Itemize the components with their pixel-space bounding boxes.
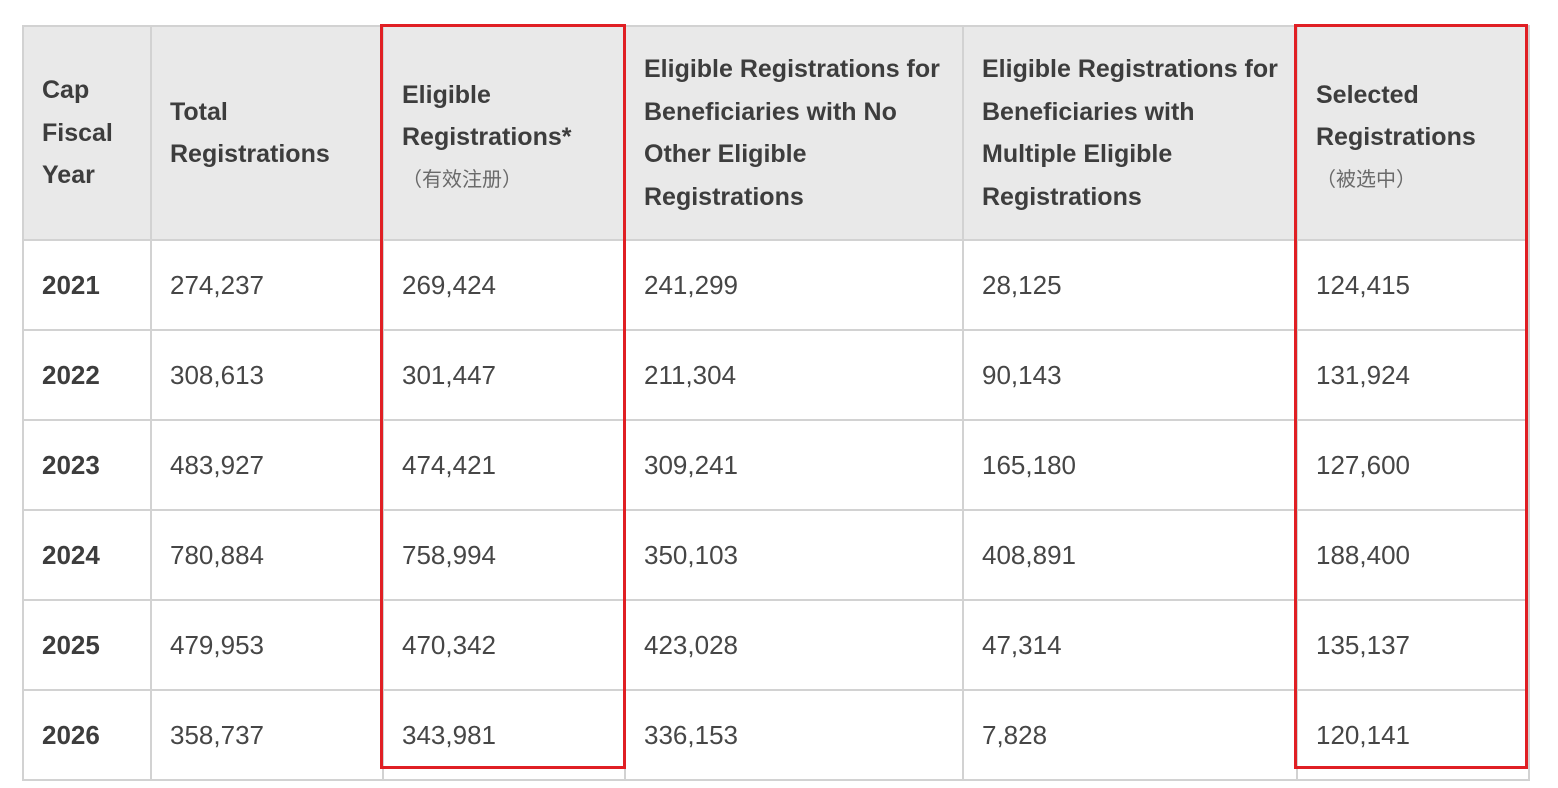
cell-multiple: 47,314	[962, 599, 1298, 691]
cell-multiple: 7,828	[962, 689, 1298, 781]
cell-no-other: 211,304	[624, 329, 964, 421]
column-header-label: Selected Registrations	[1316, 80, 1476, 152]
cell-total: 308,613	[150, 329, 384, 421]
cell-eligible: 343,981	[382, 689, 626, 781]
cell-no-other: 336,153	[624, 689, 964, 781]
cell-selected: 131,924	[1296, 329, 1530, 421]
cell-eligible: 474,421	[382, 419, 626, 511]
registrations-table: Cap Fiscal Year Total Registrations Elig…	[22, 25, 1530, 781]
cell-selected: 124,415	[1296, 239, 1530, 331]
cell-selected: 188,400	[1296, 509, 1530, 601]
cell-eligible: 269,424	[382, 239, 626, 331]
table-row: 2022 308,613 301,447 211,304 90,143 131,…	[22, 329, 1530, 421]
column-header-label: Eligible Registrations for Beneficiaries…	[644, 55, 940, 211]
column-header-label: Cap Fiscal Year	[42, 76, 113, 190]
column-header-no-other-eligible: Eligible Registrations for Beneficiaries…	[624, 25, 964, 241]
cell-multiple: 90,143	[962, 329, 1298, 421]
column-header-subtitle-chinese: （有效注册）	[402, 168, 522, 191]
cell-selected: 127,600	[1296, 419, 1530, 511]
cell-multiple: 28,125	[962, 239, 1298, 331]
cell-total: 358,737	[150, 689, 384, 781]
table-row: 2026 358,737 343,981 336,153 7,828 120,1…	[22, 689, 1530, 781]
cell-no-other: 309,241	[624, 419, 964, 511]
cell-year: 2023	[22, 419, 152, 511]
cell-selected: 135,137	[1296, 599, 1530, 691]
cell-no-other: 423,028	[624, 599, 964, 691]
cell-eligible: 301,447	[382, 329, 626, 421]
header-row: Cap Fiscal Year Total Registrations Elig…	[22, 25, 1530, 241]
cell-year: 2026	[22, 689, 152, 781]
column-header-cap-fiscal-year: Cap Fiscal Year	[22, 25, 152, 241]
cell-total: 780,884	[150, 509, 384, 601]
cell-eligible: 470,342	[382, 599, 626, 691]
cell-multiple: 165,180	[962, 419, 1298, 511]
cell-no-other: 241,299	[624, 239, 964, 331]
cell-year: 2025	[22, 599, 152, 691]
cell-year: 2021	[22, 239, 152, 331]
column-header-label: Eligible Registrations for Beneficiaries…	[982, 55, 1278, 211]
column-header-selected-registrations: Selected Registrations （被选中）	[1296, 25, 1530, 241]
table-row: 2025 479,953 470,342 423,028 47,314 135,…	[22, 599, 1530, 691]
table-row: 2024 780,884 758,994 350,103 408,891 188…	[22, 509, 1530, 601]
cell-total: 479,953	[150, 599, 384, 691]
table-row: 2021 274,237 269,424 241,299 28,125 124,…	[22, 239, 1530, 331]
column-header-total-registrations: Total Registrations	[150, 25, 384, 241]
cell-eligible: 758,994	[382, 509, 626, 601]
cell-multiple: 408,891	[962, 509, 1298, 601]
cell-selected: 120,141	[1296, 689, 1530, 781]
column-header-eligible-registrations: Eligible Registrations* （有效注册）	[382, 25, 626, 241]
cell-year: 2024	[22, 509, 152, 601]
cell-total: 483,927	[150, 419, 384, 511]
column-header-subtitle-chinese: （被选中）	[1316, 168, 1416, 191]
table-row: 2023 483,927 474,421 309,241 165,180 127…	[22, 419, 1530, 511]
cell-year: 2022	[22, 329, 152, 421]
cell-total: 274,237	[150, 239, 384, 331]
column-header-label: Total Registrations	[170, 97, 330, 169]
column-header-multiple-eligible: Eligible Registrations for Beneficiaries…	[962, 25, 1298, 241]
column-header-label: Eligible Registrations*	[402, 80, 572, 152]
cell-no-other: 350,103	[624, 509, 964, 601]
